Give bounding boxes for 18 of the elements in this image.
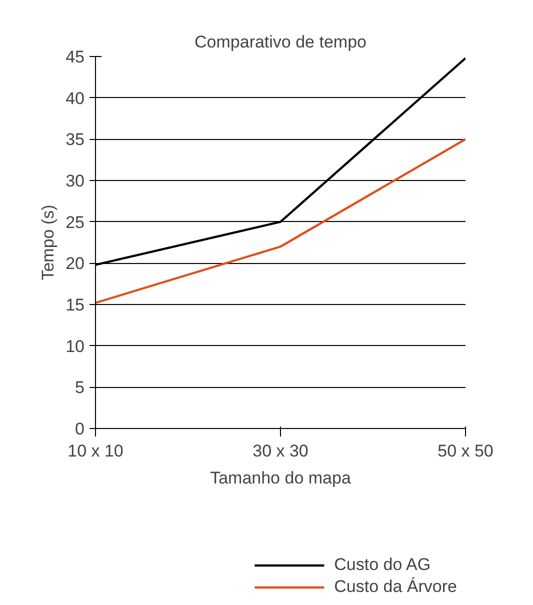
y-tick-label: 0 (75, 420, 85, 438)
legend-label: Custo do AG (334, 555, 431, 575)
legend-label: Custo da Árvore (334, 577, 457, 597)
y-tick-label: 45 (66, 48, 85, 66)
chart-title: Comparativo de tempo (194, 32, 366, 52)
y-tick-label: 20 (66, 254, 85, 274)
y-tick-label: 5 (75, 378, 85, 398)
x-tick-label: 50 x 50 (438, 442, 494, 460)
y-tick-label: 30 (66, 172, 85, 190)
y-tick-label: 25 (66, 212, 85, 232)
y-axis-title: Tempo (s) (38, 204, 58, 280)
y-tick-label: 10 (66, 336, 85, 356)
y-tick-label: 35 (66, 130, 85, 150)
y-tick-label: 15 (66, 296, 85, 314)
x-tick-label: 30 x 30 (252, 442, 308, 460)
x-axis-title: Tamanho do mapa (210, 468, 352, 488)
x-tick-label: 10 x 10 (68, 442, 124, 460)
y-tick-label: 40 (66, 88, 85, 108)
